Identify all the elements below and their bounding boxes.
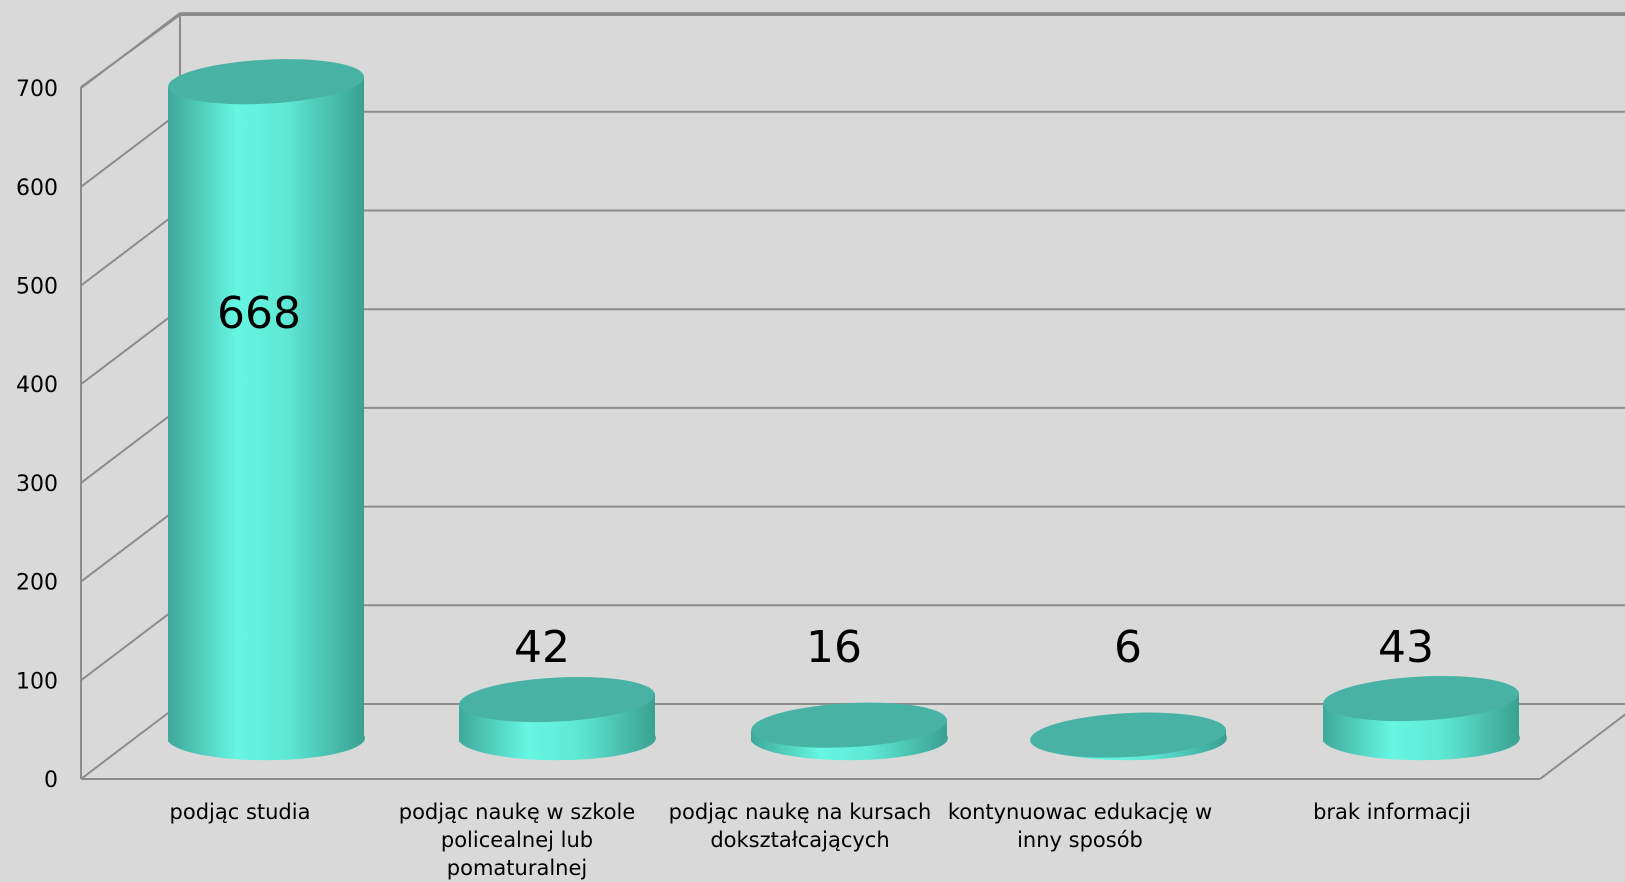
bar-top bbox=[751, 702, 947, 748]
y-tick-label: 600 bbox=[16, 176, 58, 201]
bar-top bbox=[1030, 712, 1226, 758]
floor-edge bbox=[1539, 713, 1625, 780]
data-label: 6 bbox=[1114, 622, 1142, 673]
bar-top bbox=[459, 676, 655, 723]
y-tick-label: 500 bbox=[16, 275, 58, 300]
y-tick-label: 300 bbox=[16, 472, 58, 497]
data-label: 43 bbox=[1378, 622, 1434, 673]
bar bbox=[1323, 675, 1520, 761]
x-tick-label: podjąc naukę w szkole policealnej lub po… bbox=[398, 800, 636, 880]
grid-diagonal bbox=[80, 604, 181, 682]
x-tick-label: podjąc studia bbox=[169, 800, 311, 824]
grid-diagonal bbox=[80, 407, 181, 484]
bar bbox=[1030, 712, 1227, 761]
x-tick-label: podjąc naukę na kursach dokształcających bbox=[668, 800, 932, 852]
y-tick-label: 200 bbox=[16, 571, 58, 596]
data-label: 16 bbox=[806, 622, 862, 673]
bar bbox=[751, 702, 948, 761]
bar-top bbox=[1323, 675, 1519, 722]
y-tick-label: 100 bbox=[16, 669, 58, 694]
grid-diagonal bbox=[80, 505, 181, 583]
y-tick-label: 700 bbox=[16, 77, 58, 102]
x-tick-label: brak informacji bbox=[1313, 800, 1471, 824]
data-label: 42 bbox=[514, 622, 570, 673]
bar bbox=[168, 59, 365, 761]
grid-diagonal bbox=[80, 209, 181, 287]
bar bbox=[459, 676, 656, 761]
grid-diagonal bbox=[80, 14, 181, 88]
grid-diagonal bbox=[80, 111, 181, 188]
y-tick-label: 0 bbox=[44, 768, 58, 793]
grid-diagonal bbox=[80, 308, 181, 385]
x-tick-label: kontynuowac edukację w inny sposób bbox=[947, 800, 1213, 852]
data-label: 668 bbox=[217, 288, 301, 339]
grid-diagonal bbox=[80, 703, 181, 780]
y-tick-label: 400 bbox=[16, 373, 58, 398]
bar-body bbox=[168, 75, 365, 761]
bar-top bbox=[168, 59, 364, 105]
